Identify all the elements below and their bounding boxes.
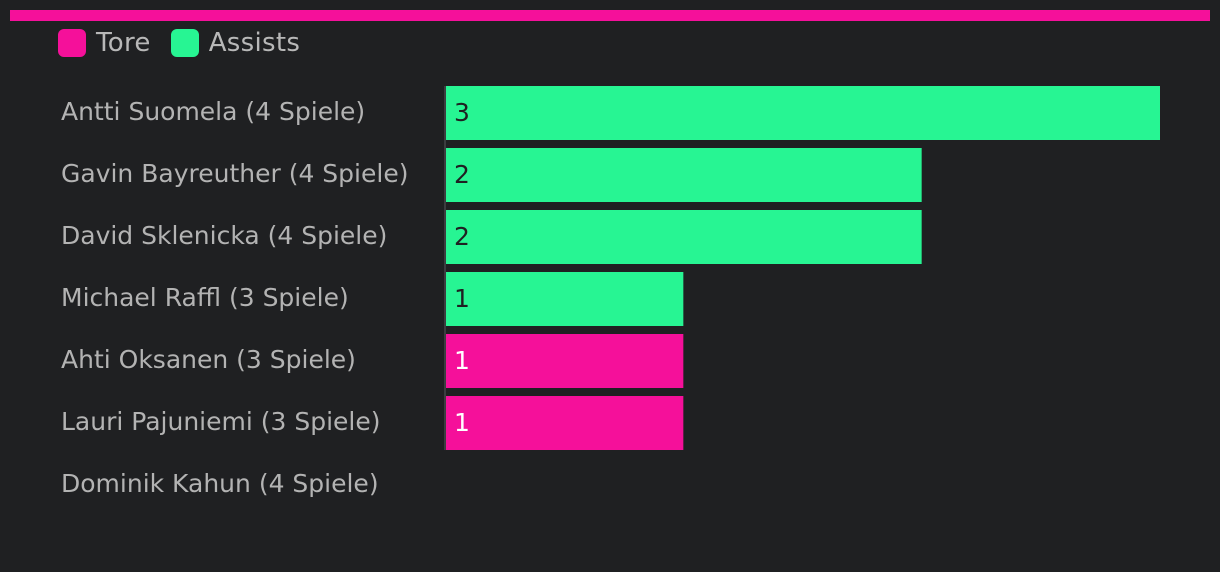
category-label: Michael Raffl (3 Spiele) — [61, 283, 349, 312]
category-label: Dominik Kahun (4 Spiele) — [61, 469, 379, 498]
bar-tore[interactable] — [445, 334, 684, 388]
category-label: Lauri Pajuniemi (3 Spiele) — [61, 407, 381, 436]
bar-assists[interactable] — [445, 86, 1160, 140]
category-label: Ahti Oksanen (3 Spiele) — [61, 345, 356, 374]
legend-item-assists[interactable]: Assists — [170, 28, 301, 58]
bar-value-label: 1 — [454, 284, 470, 313]
category-label: Antti Suomela (4 Spiele) — [61, 97, 365, 126]
category-label: David Sklenicka (4 Spiele) — [61, 221, 387, 250]
bar-value-label: 2 — [454, 222, 470, 251]
legend-swatch-tore — [58, 29, 86, 57]
chart-legend: Tore Assists — [58, 26, 320, 60]
bar-value-label: 1 — [454, 408, 470, 437]
category-label: Gavin Bayreuther (4 Spiele) — [61, 159, 408, 188]
legend-swatch-assists — [170, 29, 199, 57]
bar-tore[interactable] — [445, 396, 684, 450]
legend-label-tore: Tore — [96, 28, 151, 58]
top-accent-bar — [10, 10, 1210, 21]
bar-value-label: 2 — [454, 160, 470, 189]
bar-assists[interactable] — [445, 210, 922, 264]
bar-assists[interactable] — [445, 148, 922, 202]
legend-item-tore[interactable]: Tore — [58, 28, 151, 58]
bar-value-label: 3 — [454, 98, 470, 127]
legend-label-assists: Assists — [208, 28, 301, 58]
bar-assists[interactable] — [445, 272, 684, 326]
bar-value-label: 1 — [454, 346, 470, 375]
